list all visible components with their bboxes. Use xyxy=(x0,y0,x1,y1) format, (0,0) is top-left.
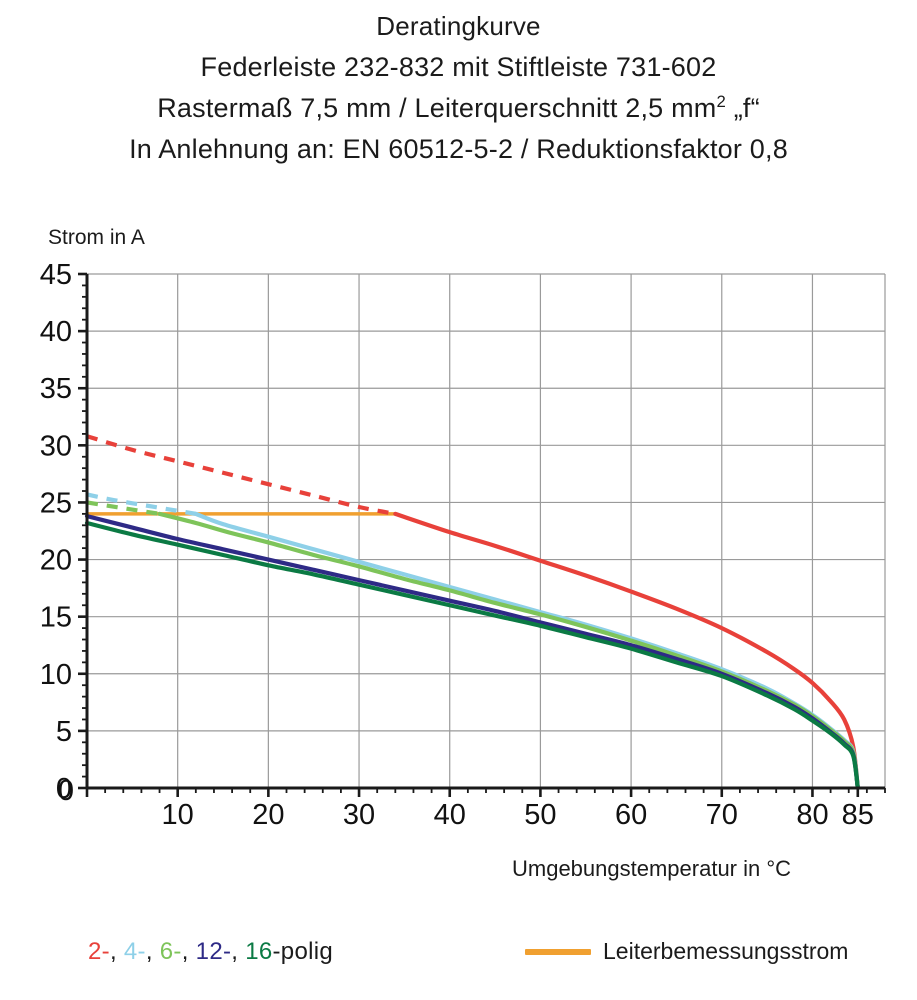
y-tick-label-15: 15 xyxy=(40,602,72,634)
curve-dashed-4-polig xyxy=(86,492,197,516)
legend-item-poles: 2-, 4-, 6-, 12-, 16-polig xyxy=(88,938,333,966)
y-tick-label-20: 20 xyxy=(40,545,72,577)
legend-pole-segment-7: , xyxy=(231,938,246,965)
x-tick-label-10: 10 xyxy=(162,799,194,831)
y-tick-label-45: 45 xyxy=(40,259,72,291)
title-line-3-superscript: 2 xyxy=(716,92,726,111)
x-tick-label-0: 0 xyxy=(58,775,74,807)
axis-layer xyxy=(78,272,886,797)
legend-label-rated-current: Leiterbemessungsstrom xyxy=(603,938,849,964)
curve-dashed-2-polig xyxy=(86,434,396,516)
x-tick-label-40: 40 xyxy=(434,799,466,831)
title-line-1: Deratingkurve xyxy=(376,11,541,41)
x-tick-label-85: 85 xyxy=(842,799,874,831)
x-tick-label-20: 20 xyxy=(252,799,284,831)
y-tick-label-0: 0 xyxy=(56,773,72,805)
grid-layer xyxy=(87,273,886,788)
series-16-polig xyxy=(84,520,860,791)
x-tick-label-50: 50 xyxy=(524,799,556,831)
y-tick-label-35: 35 xyxy=(40,373,72,405)
curve-solid-6-polig xyxy=(157,511,860,791)
y-tick-label-30: 30 xyxy=(40,430,72,462)
title-line-3: Rastermaß 7,5 mm / Leiterquerschnitt 2,5… xyxy=(0,88,917,129)
curve-solid-4-polig xyxy=(193,511,860,791)
x-tick-label-80: 80 xyxy=(796,799,828,831)
legend-pole-segment-0: 2- xyxy=(88,938,110,965)
series-layer xyxy=(84,434,860,791)
chart-legend: 2-, 4-, 6-, 12-, 16-polig Leiterbemessun… xyxy=(0,938,917,982)
legend-item-rated-current: Leiterbemessungsstrom xyxy=(525,938,848,965)
legend-pole-segment-3: , xyxy=(145,938,160,965)
series-4-polig xyxy=(86,492,860,791)
legend-pole-segment-9: -polig xyxy=(272,938,333,965)
x-axis-title: Umgebungstemperatur in °C xyxy=(512,856,792,881)
curve-dashed-6-polig xyxy=(86,500,160,516)
y-tick-label-10: 10 xyxy=(40,659,72,691)
legend-swatch-rated-current xyxy=(525,948,591,955)
y-axis-title: Strom in A xyxy=(48,226,145,249)
series-12-polig xyxy=(84,514,860,791)
chart-title-block: Deratingkurve Federleiste 232-832 mit St… xyxy=(0,0,917,170)
y-tick-label-5: 5 xyxy=(56,716,72,748)
x-tick-label-70: 70 xyxy=(706,799,738,831)
title-line-3-suffix: „f“ xyxy=(726,93,760,123)
series-2-polig xyxy=(86,434,860,791)
x-tick-label-60: 60 xyxy=(615,799,647,831)
curve-solid-2-polig xyxy=(393,511,860,791)
legend-pole-segment-8: 16 xyxy=(245,938,273,965)
title-line-2: Federleiste 232-832 mit Stiftleiste 731-… xyxy=(200,52,717,82)
y-tick-label-25: 25 xyxy=(40,487,72,519)
curve-solid-16-polig xyxy=(84,520,860,791)
legend-pole-segment-5: , xyxy=(181,938,196,965)
series-6-polig xyxy=(86,500,860,791)
legend-pole-segment-1: , xyxy=(109,938,124,965)
legend-pole-segment-4: 6- xyxy=(159,938,182,965)
curve-solid-12-polig xyxy=(84,514,860,791)
legend-pole-segment-2: 4- xyxy=(123,938,146,965)
title-line-4: In Anlehnung an: EN 60512-5-2 / Reduktio… xyxy=(129,134,788,164)
title-line-3-main: Rastermaß 7,5 mm / Leiterquerschnitt 2,5… xyxy=(157,93,717,123)
legend-pole-segment-6: 12- xyxy=(195,938,232,965)
x-tick-label-30: 30 xyxy=(343,799,375,831)
y-tick-label-40: 40 xyxy=(40,316,72,348)
